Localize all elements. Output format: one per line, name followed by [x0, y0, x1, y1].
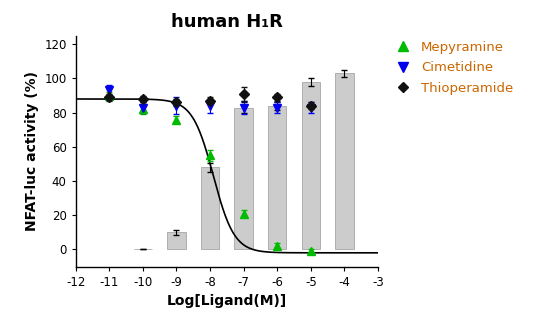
- Title: human H₁R: human H₁R: [171, 13, 283, 32]
- Y-axis label: NFAT-luc activity (%): NFAT-luc activity (%): [25, 71, 39, 231]
- Legend: Mepyramine, Cimetidine, Thioperamide: Mepyramine, Cimetidine, Thioperamide: [384, 36, 518, 100]
- Bar: [167, 232, 186, 249]
- Bar: [201, 167, 219, 249]
- Bar: [301, 82, 320, 249]
- Bar: [335, 73, 354, 249]
- Bar: [234, 108, 253, 249]
- Bar: [268, 106, 286, 249]
- X-axis label: Log[Ligand(M)]: Log[Ligand(M)]: [167, 294, 287, 308]
